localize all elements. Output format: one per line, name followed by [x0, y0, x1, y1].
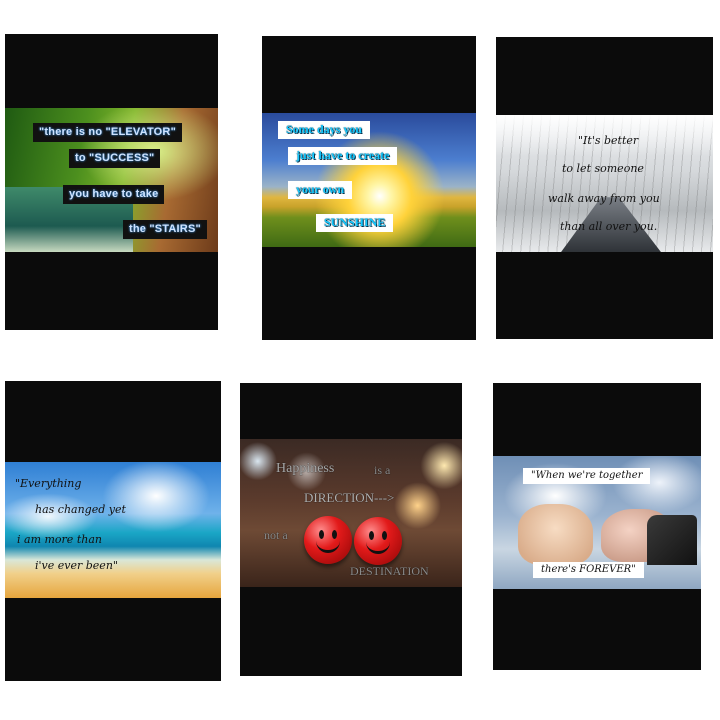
quote-line-2: just have to create [288, 147, 398, 165]
quote-line-4: than all over you. [560, 220, 658, 233]
smiley-ball-icon [304, 516, 352, 564]
quote-line-1: Some days you [278, 121, 371, 139]
snowy-road-image: "It's better to let someone walk away fr… [496, 115, 713, 252]
collage-card-happiness[interactable]: Happiness is a DIRECTION---> not a DESTI… [240, 383, 462, 676]
quote-line-2: has changed yet [35, 503, 126, 516]
quote-line-2: to let someone [562, 162, 644, 175]
forest-stairs-image: "there is no "ELEVATOR" to "SUCCESS" you… [5, 108, 218, 252]
quote-line-3: i am more than [17, 533, 102, 546]
left-hand [517, 503, 593, 566]
collage-card-everything-changed[interactable]: "Everything has changed yet i am more th… [5, 381, 221, 681]
sleeve [646, 514, 697, 566]
quote-line-3: walk away from you [548, 192, 660, 205]
quote-line-1: "It's better [578, 134, 639, 147]
collage-card-elevator[interactable]: "there is no "ELEVATOR" to "SUCCESS" you… [5, 34, 218, 330]
quote-line-4: the "STAIRS" [123, 220, 207, 239]
quote-line-1: "there is no "ELEVATOR" [33, 123, 182, 142]
quote-line-3: DIRECTION---> [304, 490, 395, 505]
pinky-promise-image: "When we're together there's FOREVER" [493, 456, 701, 589]
smiley-ball-icon [354, 517, 402, 565]
quote-line-1: Happiness [276, 461, 335, 476]
quote-line-1: "Everything [15, 477, 82, 490]
collage-card-forever[interactable]: "When we're together there's FOREVER" [493, 383, 701, 670]
quote-line-2: there's FOREVER" [533, 562, 644, 578]
quote-line-4: SUNSHINE [316, 214, 394, 232]
quote-line-2: to "SUCCESS" [69, 149, 161, 168]
quote-line-3: you have to take [63, 185, 165, 204]
collage-card-walk-away[interactable]: "It's better to let someone walk away fr… [496, 37, 713, 339]
collage-card-sunshine[interactable]: Some days you just have to create your o… [262, 36, 476, 340]
quote-line-2: is a [374, 463, 391, 477]
sunrise-field-image: Some days you just have to create your o… [262, 113, 476, 247]
beach-image: "Everything has changed yet i am more th… [5, 462, 221, 598]
quote-line-3: your own [288, 181, 353, 199]
bokeh-smileys-image: Happiness is a DIRECTION---> not a DESTI… [240, 439, 462, 587]
quote-line-4: not a [264, 528, 288, 542]
quote-line-5: DESTINATION [350, 564, 429, 578]
quote-line-4: i've ever been" [35, 559, 118, 572]
quote-line-1: "When we're together [523, 468, 651, 484]
